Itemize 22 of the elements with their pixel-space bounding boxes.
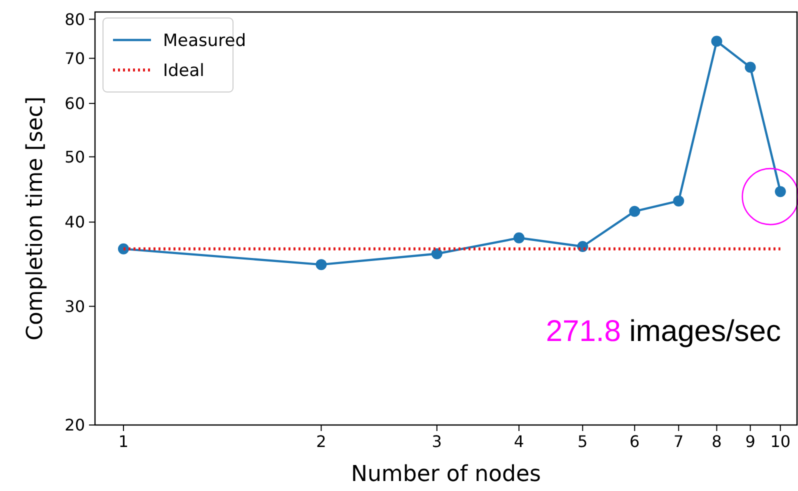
x-tick-label: 8 bbox=[712, 432, 722, 451]
y-tick-label: 60 bbox=[64, 94, 85, 114]
x-tick-label: 10 bbox=[770, 432, 791, 451]
x-tick-label: 4 bbox=[514, 432, 524, 451]
x-tick-label: 1 bbox=[118, 432, 129, 451]
legend-label: Ideal bbox=[163, 60, 204, 81]
y-tick-label: 70 bbox=[64, 48, 85, 68]
y-tick-label: 50 bbox=[64, 147, 85, 166]
annotation: 271.8 images/sec bbox=[546, 315, 781, 348]
x-axis-title: Number of nodes bbox=[351, 462, 541, 487]
y-tick-label: 20 bbox=[64, 416, 85, 435]
x-tick-label: 6 bbox=[630, 432, 640, 451]
x-tick-label: 2 bbox=[316, 432, 326, 451]
x-tick-label: 5 bbox=[578, 432, 588, 451]
x-tick-label: 7 bbox=[674, 432, 684, 451]
y-tick-label: 30 bbox=[64, 296, 85, 316]
y-axis-title: Completion time [sec] bbox=[23, 96, 48, 340]
y-tick-label: 80 bbox=[64, 10, 85, 29]
x-tick-label: 9 bbox=[745, 432, 756, 451]
y-tick-label: 40 bbox=[64, 212, 85, 232]
x-tick-label: 3 bbox=[432, 432, 442, 451]
legend-label: Measured bbox=[163, 30, 246, 51]
